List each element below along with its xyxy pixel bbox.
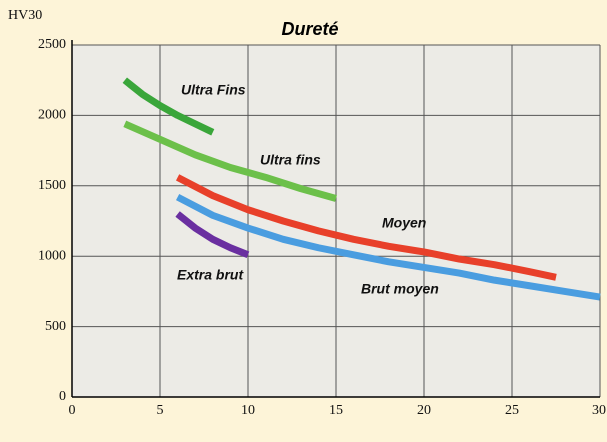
x-tick-label: 10 xyxy=(241,403,255,418)
y-axis-label: HV30 xyxy=(8,8,42,23)
y-tick-label: 1500 xyxy=(38,178,66,193)
x-tick-label: 15 xyxy=(329,403,343,418)
y-tick-label: 500 xyxy=(45,319,66,334)
series-line xyxy=(122,77,215,136)
x-tick-label: 0 xyxy=(69,403,76,418)
y-tick-label: 2000 xyxy=(38,108,66,123)
y-tick-label: 1000 xyxy=(38,248,66,263)
series-label: Ultra Fins xyxy=(181,82,246,98)
series-line xyxy=(175,211,250,259)
x-tick-label: 5 xyxy=(157,403,164,418)
x-tick-label: 25 xyxy=(505,403,519,418)
chart-title: Dureté xyxy=(281,19,338,39)
x-tick-label: 30 xyxy=(592,403,606,418)
series-line xyxy=(175,193,601,301)
series-line xyxy=(175,174,557,281)
series-label: Ultra fins xyxy=(260,152,321,168)
series-label: Brut moyen xyxy=(361,281,439,297)
series-label: Extra brut xyxy=(177,267,244,283)
series-label: Moyen xyxy=(382,215,426,231)
series-line xyxy=(123,120,337,202)
x-tick-label: 20 xyxy=(417,403,431,418)
y-tick-label: 0 xyxy=(59,389,66,404)
y-tick-label: 2500 xyxy=(38,37,66,52)
